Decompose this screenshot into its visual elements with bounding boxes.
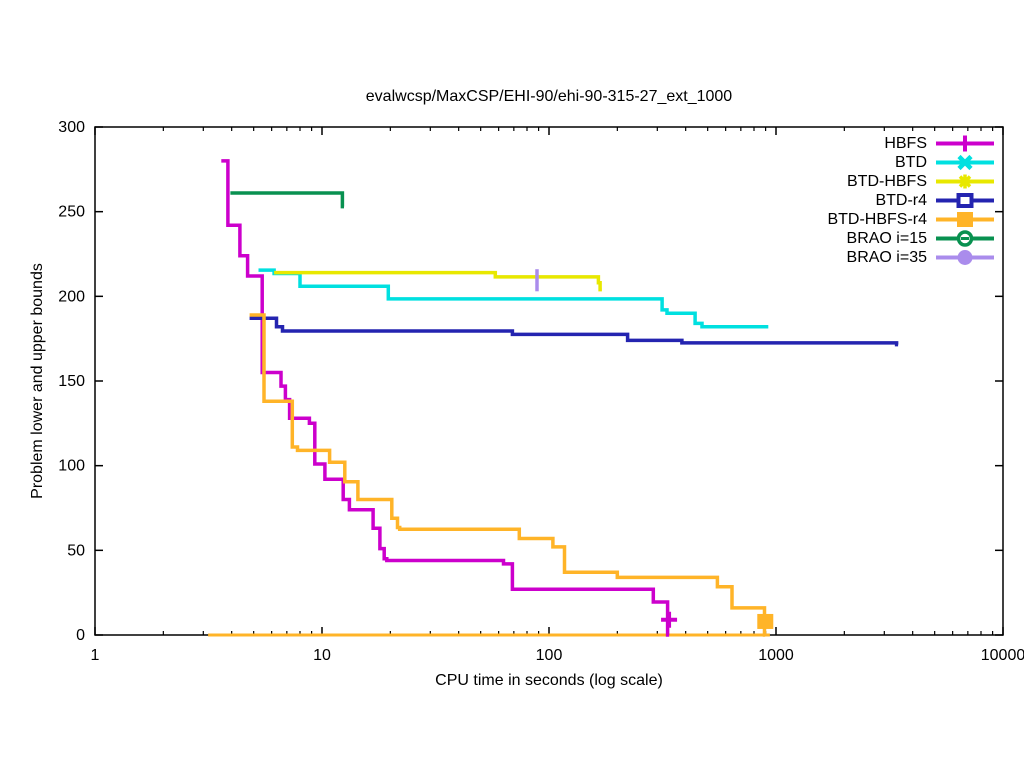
series-BRAO-i-15 bbox=[230, 191, 345, 209]
legend-item-BTD-HBFS: BTD-HBFS bbox=[827, 172, 995, 191]
legend-sample-line bbox=[936, 135, 994, 152]
plus-marker bbox=[957, 135, 973, 152]
legend-item-BTD-r4: BTD-r4 bbox=[827, 191, 995, 210]
legend-item-HBFS: HBFS bbox=[827, 134, 995, 153]
filled-square-marker bbox=[957, 212, 973, 227]
x-tick-label: 1000 bbox=[758, 647, 794, 664]
legend: HBFS BTD BTD-HBFS BTD-r4 BTD-HBFS-r4 BRAO i=1… bbox=[827, 134, 995, 267]
y-tick-label: 200 bbox=[58, 288, 85, 305]
legend-label: BRAO i=35 bbox=[846, 248, 927, 266]
chart-title: evalwcsp/MaxCSP/EHI-90/ehi-90-315-27_ext… bbox=[365, 88, 733, 105]
legend-item-BRAO-i-15: BRAO i=15 bbox=[827, 229, 995, 248]
series-BTD-r4 bbox=[249, 316, 899, 347]
cross-marker bbox=[957, 154, 973, 171]
legend-item-BTD-HBFS-r4: BTD-HBFS-r4 bbox=[827, 210, 995, 229]
legend-sample-line bbox=[936, 230, 994, 247]
y-tick-label: 100 bbox=[58, 458, 85, 475]
legend-sample-line bbox=[936, 154, 994, 171]
x-tick-label: 10000 bbox=[981, 647, 1024, 664]
x-axis-title: CPU time in seconds (log scale) bbox=[435, 672, 663, 689]
legend-label: BTD-HBFS bbox=[847, 172, 927, 190]
legend-sample-line bbox=[936, 250, 994, 265]
asterisk-marker bbox=[958, 174, 972, 189]
series-BTD-HBFS-r4 bbox=[249, 313, 767, 637]
legend-label: HBFS bbox=[884, 134, 927, 152]
y-tick-label: 300 bbox=[58, 119, 85, 136]
legend-label: BTD-HBFS-r4 bbox=[827, 210, 927, 228]
legend-sample-line bbox=[936, 193, 994, 208]
plus-marker bbox=[661, 611, 678, 628]
legend-sample-line bbox=[936, 174, 994, 189]
legend-item-BTD: BTD bbox=[827, 153, 995, 172]
legend-label: BRAO i=15 bbox=[846, 229, 927, 247]
y-tick-label: 250 bbox=[58, 204, 85, 221]
series-BTD-HBFS bbox=[274, 270, 602, 292]
legend-item-BRAO-i-35: BRAO i=35 bbox=[827, 248, 995, 267]
x-tick-label: 10 bbox=[313, 647, 331, 664]
x-tick-label: 100 bbox=[536, 647, 563, 664]
filled-square-marker bbox=[757, 613, 774, 629]
filled-circle-marker bbox=[957, 250, 973, 265]
y-tick-label: 0 bbox=[76, 627, 85, 644]
legend-sample-line bbox=[936, 212, 994, 227]
y-tick-label: 50 bbox=[67, 542, 85, 559]
series-HBFS bbox=[221, 159, 670, 637]
open-square-marker bbox=[956, 193, 974, 208]
legend-label: BTD bbox=[895, 153, 927, 171]
y-tick-label: 150 bbox=[58, 373, 85, 390]
legend-label: BTD-r4 bbox=[875, 191, 927, 209]
x-tick-label: 1 bbox=[91, 647, 100, 664]
